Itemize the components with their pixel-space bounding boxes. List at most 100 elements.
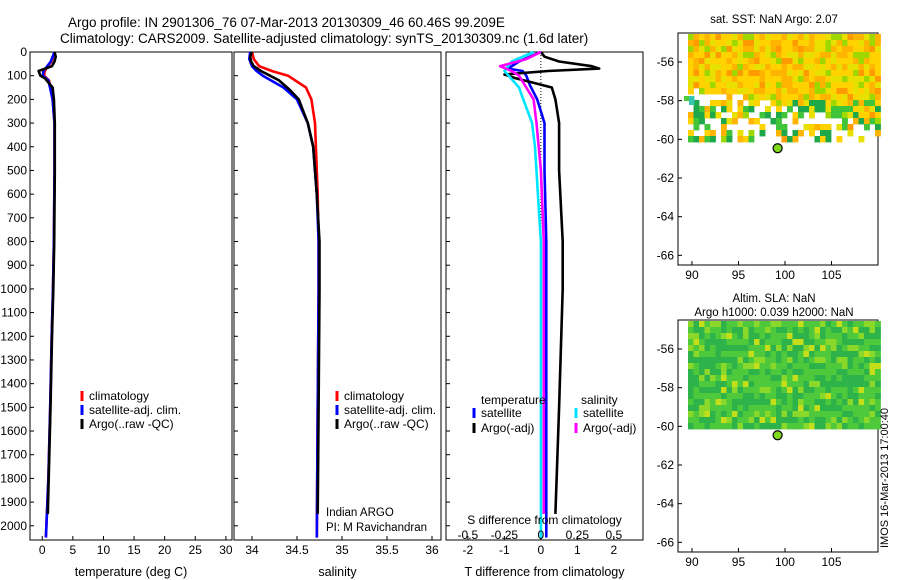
sla-map-cell: [864, 417, 870, 424]
sla-map-cell: [704, 387, 711, 394]
sla-map-cell: [748, 405, 755, 412]
sla-map-cell: [853, 411, 859, 418]
sst-map-cell: [869, 112, 876, 119]
sst-map-cell: [858, 76, 865, 83]
sla-map-cell: [710, 321, 716, 328]
sla-map-cell: [699, 321, 705, 328]
sla-map-cell: [809, 417, 815, 424]
sst-map-cell: [825, 88, 832, 95]
sla-map-cell: [688, 363, 694, 370]
sla-map-cell: [715, 321, 722, 328]
sst-map-cell: [759, 124, 766, 131]
sst-map-cell: [809, 124, 815, 131]
sst-map-cell: [732, 34, 738, 41]
sla-map-cell: [809, 399, 815, 406]
sst-map-cell: [721, 136, 727, 143]
sla-map-cell: [803, 417, 810, 424]
sst-map-cell: [765, 94, 771, 101]
sla-map-cell: [781, 369, 788, 376]
sst-map-cell: [847, 88, 854, 95]
sst-map-cell: [787, 88, 793, 95]
sla-map-cell: [743, 363, 749, 370]
sla-map-cell: [864, 363, 870, 370]
sla-map-cell: [732, 345, 738, 352]
difference-xlabel: T difference from climatology: [464, 565, 625, 579]
sla-map-cell: [765, 339, 771, 346]
sla-map-cell: [759, 423, 766, 430]
sst-map-cell: [781, 82, 788, 89]
sst-map-cell: [875, 82, 881, 89]
sst-map-cell: [825, 70, 832, 77]
depth-tick-label: 1300: [0, 353, 27, 367]
sst-map-cell: [814, 124, 821, 131]
sla-map-cell: [759, 345, 766, 352]
sst-map-cell: [814, 58, 821, 65]
sst-map-cell: [699, 106, 705, 113]
sst-map-cell: [726, 118, 733, 125]
sla-map-cell: [864, 411, 870, 418]
sst-map-cell: [875, 76, 881, 83]
sst-map-cell: [715, 76, 722, 83]
sst-map-cell: [759, 46, 766, 53]
sst-map-cell: [715, 58, 722, 65]
sst-map-ytick-label: -66: [657, 248, 675, 262]
sla-map-cell: [699, 375, 705, 382]
sla-map-cell: [853, 387, 859, 394]
depth-tick-label: 1200: [0, 329, 27, 343]
sla-map-cell: [836, 387, 843, 394]
sst-map-cell: [699, 118, 705, 125]
sla-map-cell: [847, 345, 854, 352]
sst-map-cell: [721, 76, 727, 83]
sst-map-cell: [803, 64, 810, 71]
sla-map-cell: [809, 405, 815, 412]
sla-map-cell: [869, 327, 876, 334]
sst-map-cell: [715, 88, 722, 95]
sst-map-cell: [858, 46, 865, 53]
sla-map-cell: [704, 357, 711, 364]
sst-map-cell: [732, 118, 738, 125]
sla-map-cell: [858, 369, 865, 376]
sst-map-cell: [688, 46, 694, 53]
sst-map-cell: [864, 64, 870, 71]
sst-map-cell: [726, 70, 733, 77]
sst-map-cell: [798, 106, 804, 113]
sla-map-cell: [743, 399, 749, 406]
sla-map-cell: [847, 417, 854, 424]
sla-map-cell: [869, 381, 876, 388]
sst-map-cell: [875, 94, 881, 101]
sst-map-cell: [759, 82, 766, 89]
sst-map-cell: [781, 94, 788, 101]
depth-tick-label: 1400: [0, 377, 27, 391]
sla-map-cell: [820, 393, 826, 400]
sst-map-cell: [869, 94, 876, 101]
sla-map-cell: [858, 327, 865, 334]
sla-map-cell: [858, 351, 865, 358]
sla-map-ytick-label: -60: [657, 419, 675, 433]
sst-map-cell: [748, 88, 755, 95]
sla-map-cell: [853, 423, 859, 430]
sla-map-cell: [710, 399, 716, 406]
sst-map-title: sat. SST: NaN Argo: 2.07: [710, 14, 838, 26]
sst-map-cell: [726, 34, 733, 41]
sst-map-cell: [847, 46, 854, 53]
sst-map-cell: [814, 136, 821, 143]
sla-map-cell: [770, 405, 777, 412]
sla-map-cell: [831, 369, 837, 376]
sla-map-cell: [699, 399, 705, 406]
sla-map-cell: [831, 345, 837, 352]
sla-map-argo-marker: [772, 430, 783, 441]
sst-map-cell: [754, 46, 760, 53]
sla-map-cell: [847, 393, 854, 400]
sla-map-cell: [770, 393, 777, 400]
sst-map-cell: [710, 64, 716, 71]
temperature-legend-label: Argo(..raw -QC): [89, 417, 174, 431]
sla-map-cell: [693, 387, 700, 394]
sla-map-cell: [704, 339, 711, 346]
sst-map-cell: [798, 70, 804, 77]
sst-map-cell: [809, 100, 815, 107]
sla-map-cell: [748, 321, 755, 328]
salinity-series-argo-raw-qc-: [248, 51, 321, 514]
sla-map-cell: [715, 375, 722, 382]
sst-map-ytick-label: -64: [657, 210, 675, 224]
sst-map-cell: [803, 124, 810, 131]
